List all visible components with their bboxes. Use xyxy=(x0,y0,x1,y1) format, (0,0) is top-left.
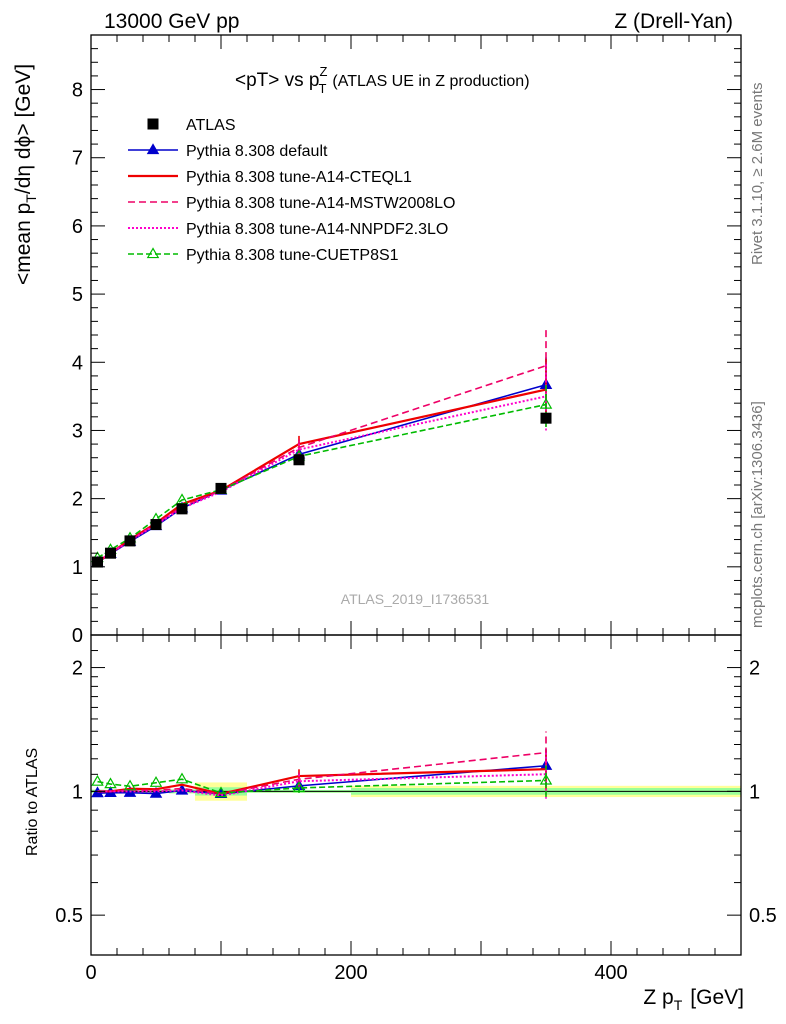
legend-marker-5 xyxy=(146,247,160,259)
y-tick-label: 2 xyxy=(72,489,83,511)
series-line-2 xyxy=(96,388,547,563)
series-line-3 xyxy=(97,364,547,563)
data-point xyxy=(124,535,136,547)
mcplots-label: mcplots.cern.ch [arXiv:1306.3436] xyxy=(749,401,766,628)
y-tick-label: 7 xyxy=(72,148,83,170)
legend-marker-1 xyxy=(146,143,160,155)
legend-label-5: Pythia 8.308 tune-CUETP8S1 xyxy=(186,247,399,264)
ratio-tick-label: 1 xyxy=(72,781,83,803)
rivet-version-label: Rivet 3.1.10, ≥ 2.6M events xyxy=(749,83,766,266)
data-point xyxy=(176,503,188,515)
data-point xyxy=(293,454,305,466)
data-point xyxy=(105,547,116,559)
x-tick-label: 0 xyxy=(85,962,96,984)
ratio-plot-frame xyxy=(90,634,742,956)
series-line-5 xyxy=(97,403,547,559)
legend-marker-atlas xyxy=(147,118,159,130)
data-point xyxy=(540,412,552,424)
data-point xyxy=(92,556,103,568)
y-tick-label: 8 xyxy=(72,80,83,102)
y-tick-label: 6 xyxy=(72,216,83,238)
series-point-5 xyxy=(539,397,553,409)
y-tick-label: 0 xyxy=(72,625,83,647)
legend-label-0: ATLAS xyxy=(186,117,236,134)
data-points-layer xyxy=(92,412,552,568)
legend-label-2: Pythia 8.308 tune-A14-CTEQL1 xyxy=(186,169,412,186)
axes: 0 200 400 0 1 2 3 4 5 6 7 8 0.5 0.5 1 1 2 2 xyxy=(55,34,777,984)
series-ratio-point-1 xyxy=(149,786,163,798)
y-axis-label: <mean pT/dη dϕ> [GeV] xyxy=(12,64,39,285)
ratio-tick-label-right: 1 xyxy=(749,781,760,803)
header-left: 13000 GeV pp xyxy=(104,10,239,33)
series-layer xyxy=(91,328,553,799)
series-ratio-point-5 xyxy=(123,779,137,791)
ratio-tick-label: 0.5 xyxy=(55,905,83,927)
series-ratio-line-4 xyxy=(97,773,547,797)
analysis-watermark: ATLAS_2019_I1736531 xyxy=(341,591,490,607)
series-ratio-point-5 xyxy=(292,781,306,793)
y-tick-label: 4 xyxy=(72,352,83,374)
legend-label-1: Pythia 8.308 default xyxy=(186,143,328,160)
data-point xyxy=(215,482,227,494)
series-ratio-line-5 xyxy=(97,778,547,794)
series-ratio-point-5 xyxy=(149,776,163,787)
series-ratio-point-5 xyxy=(104,777,117,789)
ratio-y-axis-label: Ratio to ATLAS xyxy=(24,748,41,856)
x-tick-label: 200 xyxy=(334,962,367,984)
legend: ATLAS Pythia 8.308 default Pythia 8.308 tu… xyxy=(128,117,455,264)
y-tick-label: 5 xyxy=(72,284,83,306)
ratio-tick-label: 2 xyxy=(72,658,83,680)
y-tick-label: 1 xyxy=(72,557,83,579)
series-ratio-point-5 xyxy=(175,772,189,784)
series-ratio-point-5 xyxy=(539,773,553,785)
series-ratio-point-5 xyxy=(214,786,228,798)
series-line-4 xyxy=(96,395,547,563)
legend-label-3: Pythia 8.308 tune-A14-MSTW2008LO xyxy=(186,195,455,212)
data-point xyxy=(150,519,162,531)
ratio-tick-label-right: 0.5 xyxy=(749,905,777,927)
x-axis-label: Z pT [GeV] xyxy=(643,986,744,1013)
legend-label-4: Pythia 8.308 tune-A14-NNPDF2.3LO xyxy=(186,221,448,238)
header-right: Z (Drell-Yan) xyxy=(614,10,733,33)
series-line-1 xyxy=(97,384,547,564)
chart-title: <pT> vs pZ T (ATLAS UE in Z production) xyxy=(235,64,530,96)
ratio-tick-label-right: 2 xyxy=(749,658,760,680)
x-tick-label: 400 xyxy=(594,962,627,984)
y-tick-label: 3 xyxy=(72,420,83,442)
series-ratio-point-5 xyxy=(91,774,104,786)
